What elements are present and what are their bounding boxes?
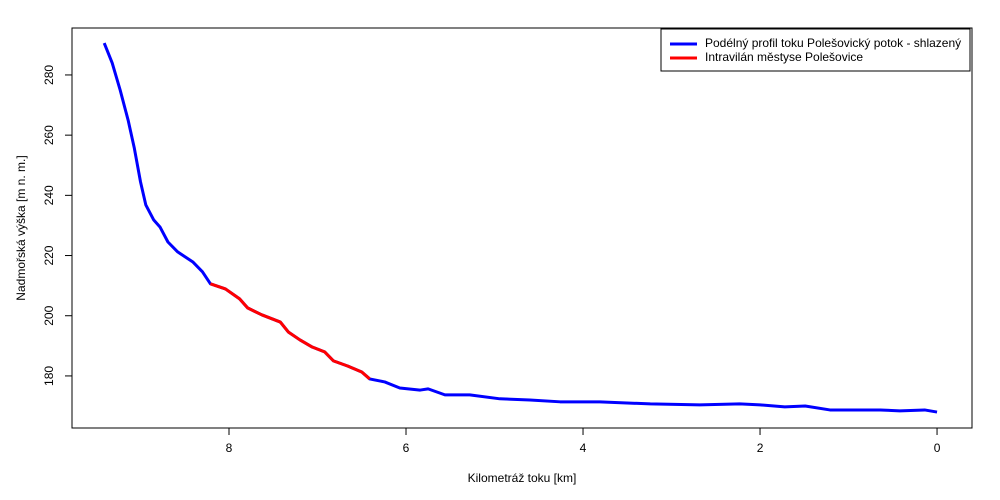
y-tick-label: 240 (42, 185, 56, 205)
y-tick-label: 260 (42, 125, 56, 145)
x-axis-label: Kilometráž toku [km] (468, 471, 577, 485)
y-tick-label: 280 (42, 65, 56, 85)
y-tick-label: 180 (42, 366, 56, 386)
series-line (209, 282, 371, 381)
x-tick-label: 2 (757, 441, 764, 455)
x-tick-label: 8 (226, 441, 233, 455)
plot-frame (71, 27, 973, 429)
legend-label: Intravilán městyse Polešovice (705, 50, 863, 64)
legend-label: Podélný profil toku Polešovický potok - … (705, 36, 961, 50)
legend-box (660, 28, 971, 72)
x-tick-label: 4 (580, 441, 587, 455)
series-line (102, 42, 938, 414)
y-tick-label: 200 (42, 305, 56, 325)
x-tick-label: 6 (403, 441, 410, 455)
y-axis-label: Nadmořská výška [m n. m.] (14, 155, 28, 300)
x-tick-label: 0 (934, 441, 941, 455)
y-tick-label: 220 (42, 245, 56, 265)
